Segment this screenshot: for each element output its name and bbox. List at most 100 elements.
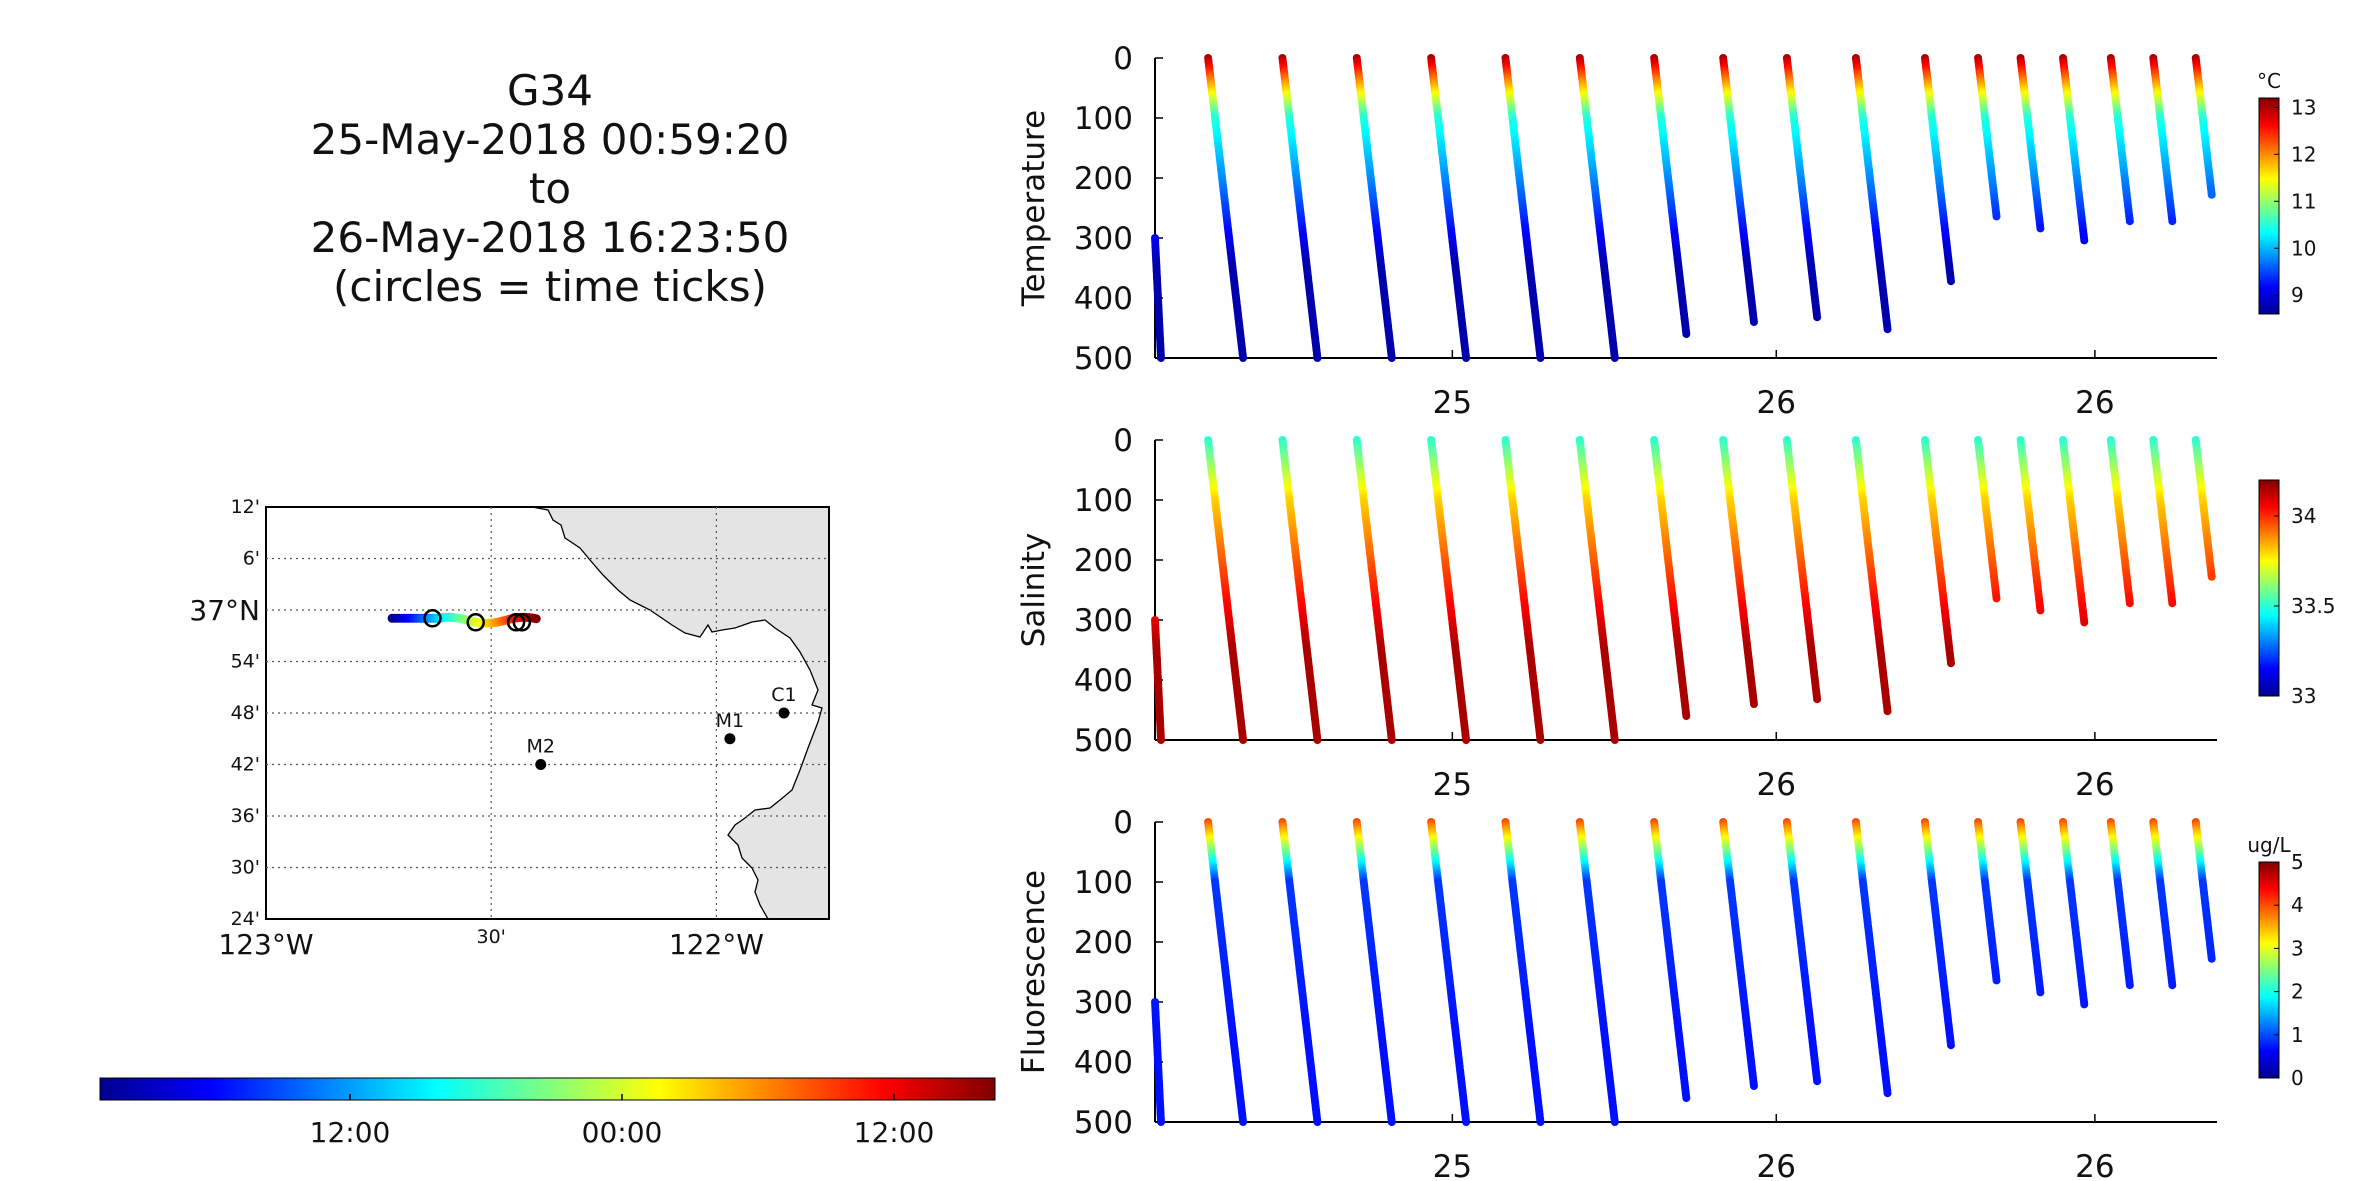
profile-point: [1313, 736, 1322, 744]
dive-profile: [1204, 818, 1248, 1126]
dive-profile: [1575, 436, 1619, 744]
map-lat-tick-label: 36': [231, 805, 260, 827]
profile-point: [1682, 1094, 1691, 1102]
profile-point: [1883, 325, 1892, 334]
dive-profile: [1719, 818, 1758, 1090]
dive-profile: [1151, 998, 1165, 1126]
profile-point: [1157, 1118, 1165, 1126]
y-tick-label: 300: [1074, 603, 1133, 639]
x-tick-label: 25: [1433, 385, 1472, 421]
profile-point: [2207, 572, 2216, 581]
colorbar: [2258, 97, 2280, 315]
dive-profile: [1920, 436, 1955, 668]
y-tick-label: 400: [1074, 663, 1133, 699]
colorbar-tick-label: 9: [2291, 283, 2304, 307]
station-label: M1: [716, 710, 744, 732]
profile-point: [1813, 695, 1822, 704]
dive-profile: [2016, 436, 2045, 615]
x-tick-label: 26: [1757, 767, 1796, 803]
profile-point: [2207, 190, 2216, 199]
dive-profile: [1352, 818, 1396, 1126]
dive-profile: [1352, 436, 1396, 744]
glider-track: [387, 609, 541, 632]
y-tick-label: 0: [1113, 41, 1133, 77]
profile-point: [2168, 217, 2177, 226]
colorbar-tick-label: 0: [2291, 1066, 2304, 1090]
y-tick-label: 300: [1074, 221, 1133, 257]
map-lat-tick-label: 24': [231, 908, 260, 930]
station-label: M2: [527, 736, 555, 758]
colorbar-tick-label: 2: [2291, 980, 2304, 1004]
map-lon-tick-label: 123°W: [218, 928, 313, 961]
y-tick-label: 400: [1074, 1045, 1133, 1081]
dive-profile: [1650, 818, 1691, 1102]
y-tick-label: 0: [1113, 805, 1133, 841]
dive-profile: [1501, 818, 1545, 1126]
y-tick-label: 400: [1074, 281, 1133, 317]
profile-point: [1682, 330, 1691, 338]
dive-profile: [1719, 436, 1758, 708]
colorbar-tick-label: 34: [2291, 504, 2316, 528]
profile-point: [2168, 599, 2177, 608]
colorbar-tick-label: 13: [2291, 95, 2316, 119]
y-tick-label: 100: [1074, 101, 1133, 137]
map-lat-tick-label: 42': [231, 754, 260, 776]
dive-profile: [1278, 818, 1322, 1126]
dive-profile: [1427, 436, 1471, 744]
x-tick-label: 26: [1757, 1149, 1796, 1181]
dive-profile: [1278, 54, 1322, 362]
time-colorbar-tick-label: 12:00: [854, 1116, 935, 1149]
profile-point: [1462, 354, 1471, 362]
profile-point: [2125, 599, 2134, 608]
map-grid: [266, 507, 829, 919]
profile-point: [1239, 736, 1248, 744]
dive-profile: [1782, 54, 1822, 322]
profile-point: [1462, 736, 1471, 744]
dive-profile: [2149, 436, 2177, 608]
dive-profile: [2059, 54, 2089, 245]
y-tick-label: 100: [1074, 865, 1133, 901]
dive-profile: [1151, 234, 1165, 362]
dive-profile: [2106, 436, 2134, 608]
station-marker: [535, 759, 547, 770]
profile-point: [1610, 736, 1619, 744]
time-colorbar-tick-label: 12:00: [310, 1116, 391, 1149]
dive-profile: [1974, 436, 2001, 603]
dive-profile: [1352, 54, 1396, 362]
dive-profile: [1719, 54, 1758, 326]
map-lat-tick-label: 54': [231, 651, 260, 673]
dive-profile: [1650, 436, 1691, 720]
time-colorbar-bar: [99, 1077, 996, 1101]
map-lat-tick-label: 48': [231, 702, 260, 724]
y-tick-label: 200: [1074, 925, 1133, 961]
title-line-end: 26-May-2018 16:23:50: [310, 213, 790, 262]
dive-profile: [1851, 818, 1892, 1098]
profile-point: [2036, 224, 2045, 233]
dive-profile: [1650, 54, 1691, 338]
map-lon-tick-label: 30': [476, 926, 505, 948]
map-lat-tick-label: 30': [231, 857, 260, 879]
title-line-start: 25-May-2018 00:59:20: [310, 115, 790, 164]
dive-profile: [2191, 436, 2216, 581]
y-tick-label: 200: [1074, 161, 1133, 197]
time-tick-circle: [423, 609, 442, 628]
profile-point: [1157, 736, 1165, 744]
y-axis-label: Salinity: [1016, 533, 1052, 648]
profile-point: [1239, 1118, 1248, 1126]
profile-point: [2125, 217, 2134, 226]
dive-profile: [1278, 436, 1322, 744]
y-tick-label: 500: [1074, 723, 1133, 759]
colorbar-unit: ug/L: [2247, 833, 2291, 857]
dive-profile: [2059, 436, 2089, 627]
profile-point: [1387, 1118, 1396, 1126]
dive-profile: [1782, 436, 1822, 704]
dive-profile: [1575, 54, 1619, 362]
profile-point: [1536, 1118, 1545, 1126]
dive-profile: [2106, 54, 2134, 226]
x-tick-label: 26: [2075, 385, 2114, 421]
dive-profile: [1427, 54, 1471, 362]
y-tick-label: 500: [1074, 1105, 1133, 1141]
